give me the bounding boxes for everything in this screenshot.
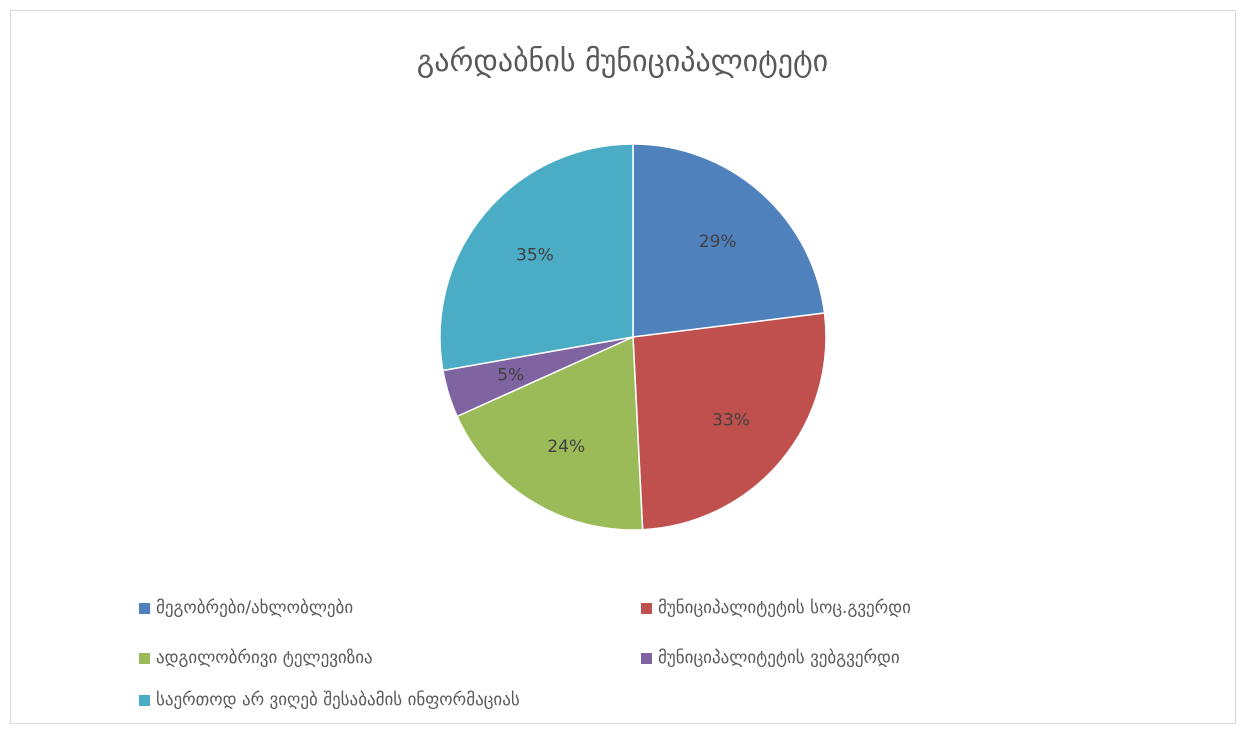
legend-item: მუნიციპალიტეტის ვებგვერდი — [641, 648, 900, 668]
legend-item: მუნიციპალიტეტის სოც.გვერდი — [641, 598, 911, 618]
slice-data-label: 35% — [516, 246, 554, 266]
chart-title: გარდაბნის მუნიციპალიტეტი — [416, 44, 829, 79]
legend-swatch — [641, 602, 652, 614]
legend-item: ადგილობრივი ტელევიზია — [139, 648, 373, 668]
pie-data-labels: 29% 33% 24% 5% 35% — [497, 232, 750, 457]
legend-label: მეგობრები/ახლობლები — [156, 598, 354, 618]
legend-label: მუნიციპალიტეტის ვებგვერდი — [658, 648, 900, 668]
slice-data-label: 33% — [712, 410, 750, 430]
pie-slices — [439, 143, 827, 531]
legend-label: ადგილობრივი ტელევიზია — [156, 648, 373, 668]
legend-swatch — [641, 652, 652, 664]
legend-label: საერთოდ არ ვიღებ შესაბამის ინფორმაციას — [156, 690, 520, 710]
pie-slice — [456, 335, 644, 531]
legend-item: საერთოდ არ ვიღებ შესაბამის ინფორმაციას — [139, 690, 520, 710]
pie-slice — [632, 312, 827, 531]
legend-label: მუნიციპალიტეტის სოც.გვერდი — [658, 598, 911, 618]
legend-item: მეგობრები/ახლობლები — [139, 598, 353, 618]
slice-data-label: 5% — [497, 366, 524, 386]
slice-data-label: 24% — [547, 437, 585, 457]
slice-data-label: 29% — [699, 232, 737, 252]
legend-swatch — [139, 694, 150, 706]
legend-swatch — [139, 652, 150, 664]
pie-slice — [439, 143, 634, 372]
legend-swatch — [139, 602, 150, 614]
pie-slice — [632, 143, 826, 338]
